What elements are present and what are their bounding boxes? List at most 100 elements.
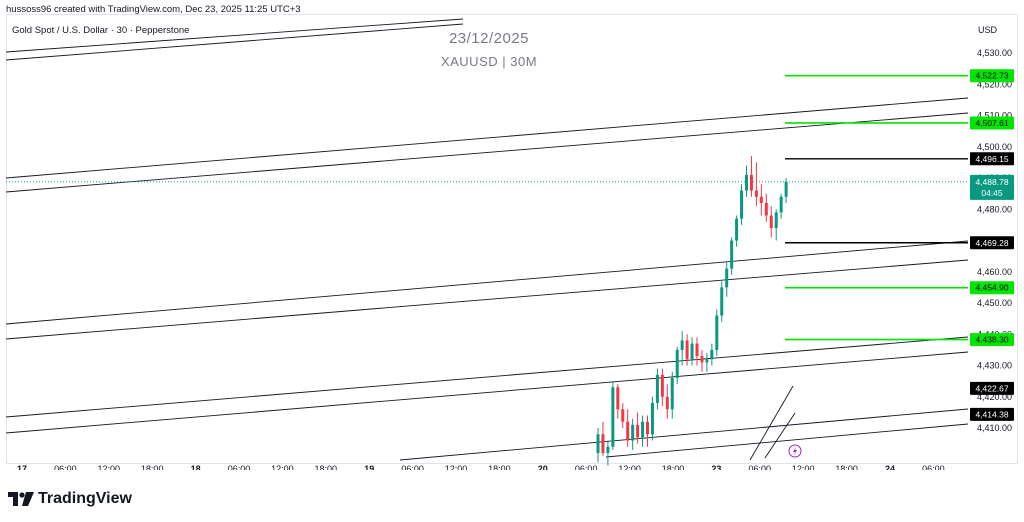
- candle-body: [740, 190, 744, 219]
- level-tag: [970, 116, 1014, 130]
- trendline[interactable]: [5, 112, 969, 193]
- candle-body: [680, 340, 684, 350]
- trendline[interactable]: [5, 97, 969, 179]
- candle-body: [636, 424, 640, 438]
- trendline[interactable]: [5, 336, 969, 418]
- candle-body: [646, 421, 649, 435]
- time-tick-label: 06:00: [228, 464, 251, 470]
- level-tag-label: 4,414.38: [975, 409, 1008, 419]
- symbol-description: Gold Spot / U.S. Dollar · 30 · Peppersto…: [12, 25, 190, 36]
- time-tick-label: 18:00: [488, 464, 511, 470]
- time-axis[interactable]: 17 06:00 12:00 18:00 18 06:00 12:00 18:00 19 06:0…: [17, 464, 945, 470]
- time-tick-label: 12:00: [445, 464, 468, 470]
- trendlines: [5, 18, 969, 461]
- time-tick-label: 12:00: [792, 464, 815, 470]
- trendline[interactable]: [749, 385, 794, 461]
- candle-body: [641, 421, 645, 438]
- candle-body: [685, 340, 689, 360]
- level-tag-label: 4,507.61: [975, 118, 1008, 128]
- level-tag: [970, 69, 1014, 83]
- price-tick-label: 4,410.00: [977, 423, 1012, 433]
- candle-body: [621, 409, 625, 422]
- candle-body: [745, 174, 748, 191]
- level-tag-label: 4,438.30: [975, 335, 1008, 345]
- candle-body: [779, 196, 783, 213]
- candle-body: [626, 421, 630, 441]
- time-tick-label: 12:00: [98, 464, 121, 470]
- level-tag: [970, 381, 1014, 395]
- candle-body: [759, 196, 763, 203]
- currency-label[interactable]: USD: [978, 25, 998, 35]
- candle-body: [601, 434, 605, 453]
- level-tag: [970, 281, 1014, 295]
- price-tick-label: 4,480.00: [977, 204, 1012, 214]
- trendline[interactable]: [5, 351, 969, 434]
- candle-body: [606, 446, 610, 453]
- level-tag: [970, 333, 1014, 347]
- time-tick-label: 18:00: [835, 464, 858, 470]
- trendline[interactable]: [399, 408, 969, 461]
- time-tick-label: 06:00: [575, 464, 598, 470]
- time-tick-label: 24: [885, 464, 895, 470]
- candle-body: [695, 343, 699, 357]
- candle-body: [720, 287, 724, 316]
- time-tick-label: 18:00: [315, 464, 338, 470]
- candle-body: [784, 181, 788, 197]
- candle-body: [705, 359, 709, 363]
- price-tick-label: 4,500.00: [977, 142, 1012, 152]
- price-tick-label: 4,430.00: [977, 361, 1012, 371]
- candle-body: [655, 374, 659, 403]
- candle-body: [675, 349, 679, 378]
- tradingview-brand: TradingView: [38, 490, 132, 507]
- candle-body: [616, 387, 620, 410]
- level-tag-label: 4,454.90: [975, 283, 1008, 293]
- chart-frame[interactable]: [6, 14, 1018, 464]
- current-price-label: 4,488.78: [975, 177, 1008, 187]
- time-tick-label: 19: [364, 464, 374, 470]
- level-tags: 4,522.73 4,507.61 4,496.15 4,469.28 4,454.90…: [970, 69, 1014, 421]
- candle-body: [596, 434, 600, 453]
- price-chart[interactable]: 4,530.004,520.004,510.004,500.004,490.00…: [0, 0, 1024, 470]
- price-tick-label: 4,450.00: [977, 298, 1012, 308]
- chart-credit: hussoss96 created with TradingView.com, …: [6, 4, 301, 15]
- time-tick-label: 06:00: [54, 464, 77, 470]
- tradingview-logo: TradingView: [8, 490, 132, 508]
- trendline[interactable]: [5, 18, 464, 53]
- candle-body: [764, 203, 768, 216]
- trendline[interactable]: [5, 259, 969, 340]
- lightning-icon[interactable]: [788, 444, 802, 458]
- level-tag-label: 4,522.73: [975, 71, 1008, 81]
- tradingview-logo-icon: [8, 492, 34, 506]
- time-tick-label: 12:00: [618, 464, 641, 470]
- candle-body: [730, 240, 734, 269]
- level-tag-label: 4,469.28: [975, 238, 1008, 248]
- price-tick-label: 4,460.00: [977, 267, 1012, 277]
- candle-body: [769, 215, 773, 228]
- candle-body: [700, 356, 704, 363]
- candle-body: [735, 218, 739, 241]
- trendline[interactable]: [605, 423, 969, 458]
- time-tick-label: 18:00: [662, 464, 685, 470]
- trendline[interactable]: [5, 240, 969, 325]
- time-tick-label: 06:00: [401, 464, 424, 470]
- candle-body: [690, 343, 694, 360]
- level-tag: [970, 152, 1014, 166]
- time-tick-label: 18: [191, 464, 201, 470]
- countdown-label: 04:45: [981, 188, 1003, 198]
- level-tag: [970, 407, 1014, 421]
- price-tick-label: 4,520.00: [977, 79, 1012, 89]
- time-tick-label: 12:00: [271, 464, 294, 470]
- level-tag-label: 4,422.67: [975, 383, 1008, 393]
- candle-body: [710, 349, 714, 360]
- candle-body: [631, 424, 635, 441]
- candle-body: [660, 374, 664, 397]
- candle-body: [774, 212, 778, 228]
- level-tag: [970, 236, 1014, 250]
- time-tick-label: 17: [17, 464, 27, 470]
- horizontal-levels: [785, 74, 968, 341]
- watermark-date: 23/12/2025: [448, 30, 530, 47]
- trendline[interactable]: [5, 23, 464, 61]
- trendline[interactable]: [764, 412, 796, 459]
- time-tick-label: 06:00: [922, 464, 945, 470]
- time-tick-label: 06:00: [749, 464, 772, 470]
